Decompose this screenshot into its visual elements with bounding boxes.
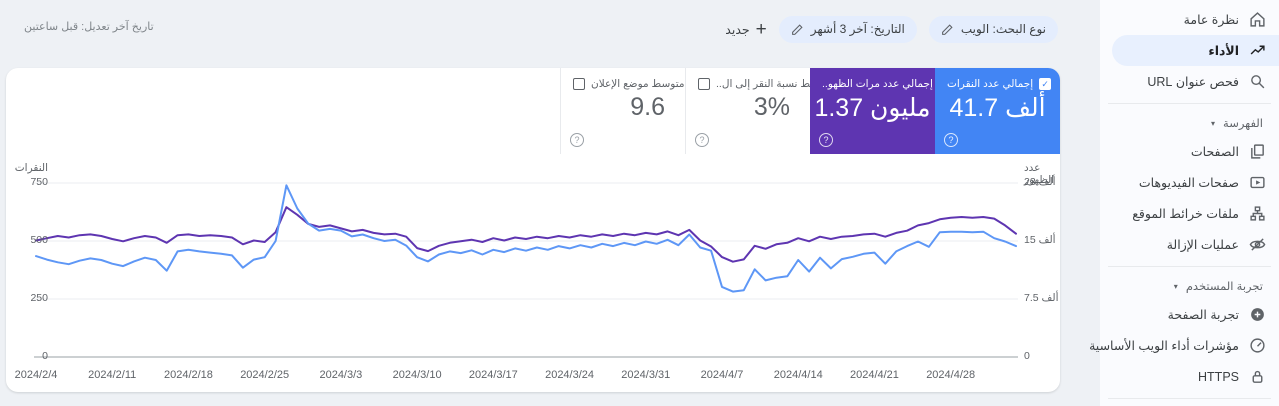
x-axis-label: 2024/2/11 (88, 369, 137, 381)
left-axis-tick: 250 (30, 292, 48, 304)
pages-icon (1248, 143, 1266, 161)
x-axis-label: 2024/4/14 (773, 369, 823, 381)
total-clicks-card[interactable]: ✓ إجمالي عدد النقرات 41.7 ألف ? (935, 68, 1060, 154)
x-axis-label: 2024/3/17 (468, 369, 518, 381)
add-filter-label: جديد (725, 22, 750, 37)
sidebar-item-video-pages[interactable]: صفحات الفيديوهات (1112, 167, 1279, 198)
sidebar-item-label: تجربة الصفحة (1167, 308, 1239, 322)
right-axis-tick: 23 ألف (1024, 176, 1056, 188)
sidebar-item-label: مؤشرات أداء الويب الأساسية (1089, 339, 1239, 353)
series-line[interactable] (35, 184, 1017, 293)
sidebar-item-url-inspection[interactable]: فحص عنوان URL (1112, 66, 1279, 97)
sitemap-icon (1248, 205, 1266, 223)
performance-chart-icon (1248, 42, 1266, 60)
average-ctr-value: 3% (753, 93, 790, 121)
average-position-label: متوسط موضع الإعلان (591, 78, 685, 90)
x-axis-label: 2024/2/4 (14, 369, 58, 381)
average-ctr-checkbox[interactable] (698, 78, 710, 90)
pencil-icon (791, 23, 804, 36)
left-axis-tick: 0 (42, 350, 48, 362)
search-type-filter-label: نوع البحث: الويب (960, 22, 1046, 36)
chevron-down-icon: ▾ (1173, 281, 1178, 291)
sidebar-divider (1108, 398, 1271, 399)
lock-icon (1248, 368, 1266, 386)
help-icon[interactable]: ? (570, 133, 584, 147)
x-axis-label: 2024/3/10 (392, 369, 442, 381)
sidebar-item-label: عمليات الإزالة (1166, 238, 1239, 252)
left-axis-tick: 750 (30, 176, 48, 188)
performance-chart[interactable]: النقرات 750 500 250 0 عدد الظهور 23 ألف … (6, 154, 1060, 392)
average-ctr-label: متوسط نسبة النقر إلى ال.. (716, 78, 810, 90)
sidebar-item-pages[interactable]: الصفحات (1112, 136, 1279, 167)
sidebar-item-removals[interactable]: عمليات الإزالة (1112, 229, 1279, 260)
right-axis-title: عدد الظهور (1024, 162, 1055, 186)
sidebar-item-core-web-vitals[interactable]: مؤشرات أداء الويب الأساسية (1089, 330, 1279, 361)
pencil-icon (941, 23, 954, 36)
left-axis-tick: 500 (30, 234, 48, 246)
help-icon[interactable]: ? (695, 133, 709, 147)
average-position-value: 9.6 (630, 93, 665, 121)
x-axis-label: 2024/3/3 (319, 369, 363, 381)
right-axis-tick: 7.5 ألف (1024, 292, 1059, 304)
performance-chart-svg[interactable] (6, 154, 1060, 392)
home-icon (1248, 11, 1266, 29)
sidebar-item-label: فحص عنوان URL (1147, 75, 1239, 89)
sidebar-item-label: HTTPS (1198, 369, 1239, 384)
last-modified-text: تاريخ آخر تعديل: قبل ساعتين (24, 21, 154, 33)
x-axis-label: 2024/3/24 (545, 369, 595, 381)
help-icon[interactable]: ? (944, 133, 958, 147)
sidebar-section-label: تجربة المستخدم (1185, 281, 1263, 293)
plus-icon: + (755, 18, 767, 40)
average-position-checkbox[interactable] (573, 78, 585, 90)
sidebar-item-label: الأداء (1208, 44, 1239, 58)
left-axis-title: النقرات (14, 162, 48, 174)
right-axis-tick: 15 ألف (1024, 234, 1056, 246)
eye-off-icon (1248, 236, 1266, 254)
performance-panel: متوسط موضع الإعلان 9.6 ? متوسط نسبة النق… (6, 68, 1060, 392)
total-clicks-checkbox[interactable]: ✓ (1039, 78, 1052, 90)
sidebar-section-indexing[interactable]: الفهرسة ▾ (1100, 110, 1279, 136)
total-impressions-label: إجمالي عدد مرات الظهو.. (822, 78, 933, 90)
sidebar-divider (1108, 266, 1271, 267)
average-ctr-card[interactable]: متوسط نسبة النقر إلى ال.. 3% ? (685, 68, 810, 154)
x-axis-label: 2024/2/18 (163, 369, 213, 381)
series-line[interactable] (35, 206, 1017, 263)
search-icon (1248, 73, 1266, 91)
total-clicks-label: إجمالي عدد النقرات (947, 78, 1034, 90)
total-impressions-value: 1.37 مليون (814, 94, 931, 122)
date-filter-chip[interactable]: التاريخ: آخر 3 أشهر (778, 15, 917, 43)
sidebar-item-overview[interactable]: نظرة عامة (1112, 4, 1279, 35)
sidebar-section-experience[interactable]: تجربة المستخدم ▾ (1100, 273, 1279, 299)
add-filter-button[interactable]: جديد + (725, 20, 766, 39)
sidebar-item-sitemaps[interactable]: ملفات خرائط الموقع (1112, 198, 1279, 229)
chevron-down-icon: ▾ (1211, 118, 1216, 128)
filter-bar: جديد + التاريخ: آخر 3 أشهر نوع البحث: ال… (725, 15, 1058, 43)
search-type-filter-chip[interactable]: نوع البحث: الويب (928, 15, 1058, 43)
sidebar-item-label: الصفحات (1190, 145, 1239, 159)
total-impressions-card[interactable]: ✓ إجمالي عدد مرات الظهو.. 1.37 مليون ? (810, 68, 935, 154)
sidebar-item-label: صفحات الفيديوهات (1138, 176, 1239, 190)
video-icon (1248, 174, 1266, 192)
x-axis-label: 2024/2/25 (240, 369, 290, 381)
navigation-sidebar: نظرة عامة الأداء فحص عنوان URL الفهرسة ▾… (1089, 0, 1279, 406)
x-axis-label: 2024/3/31 (621, 369, 671, 381)
metric-cards-row: متوسط موضع الإعلان 9.6 ? متوسط نسبة النق… (560, 68, 1060, 154)
help-icon[interactable]: ? (819, 133, 833, 147)
sidebar-item-performance[interactable]: الأداء (1112, 35, 1279, 66)
total-clicks-value: 41.7 ألف (949, 94, 1046, 122)
sidebar-item-https[interactable]: HTTPS (1112, 361, 1279, 392)
page-experience-icon (1248, 306, 1266, 324)
date-filter-label: التاريخ: آخر 3 أشهر (810, 22, 905, 36)
sidebar-item-label: ملفات خرائط الموقع (1132, 207, 1239, 221)
right-axis-tick: 0 (1024, 350, 1030, 362)
sidebar-section-label: الفهرسة (1223, 118, 1263, 130)
x-axis-label: 2024/4/7 (700, 369, 744, 381)
x-axis-label: 2024/4/21 (849, 369, 899, 381)
average-position-card[interactable]: متوسط موضع الإعلان 9.6 ? (560, 68, 685, 154)
sidebar-divider (1108, 103, 1271, 104)
sidebar-item-page-experience[interactable]: تجربة الصفحة (1112, 299, 1279, 330)
x-axis-label: 2024/4/28 (926, 369, 976, 381)
speedometer-icon (1248, 337, 1266, 355)
sidebar-item-label: نظرة عامة (1183, 13, 1239, 27)
